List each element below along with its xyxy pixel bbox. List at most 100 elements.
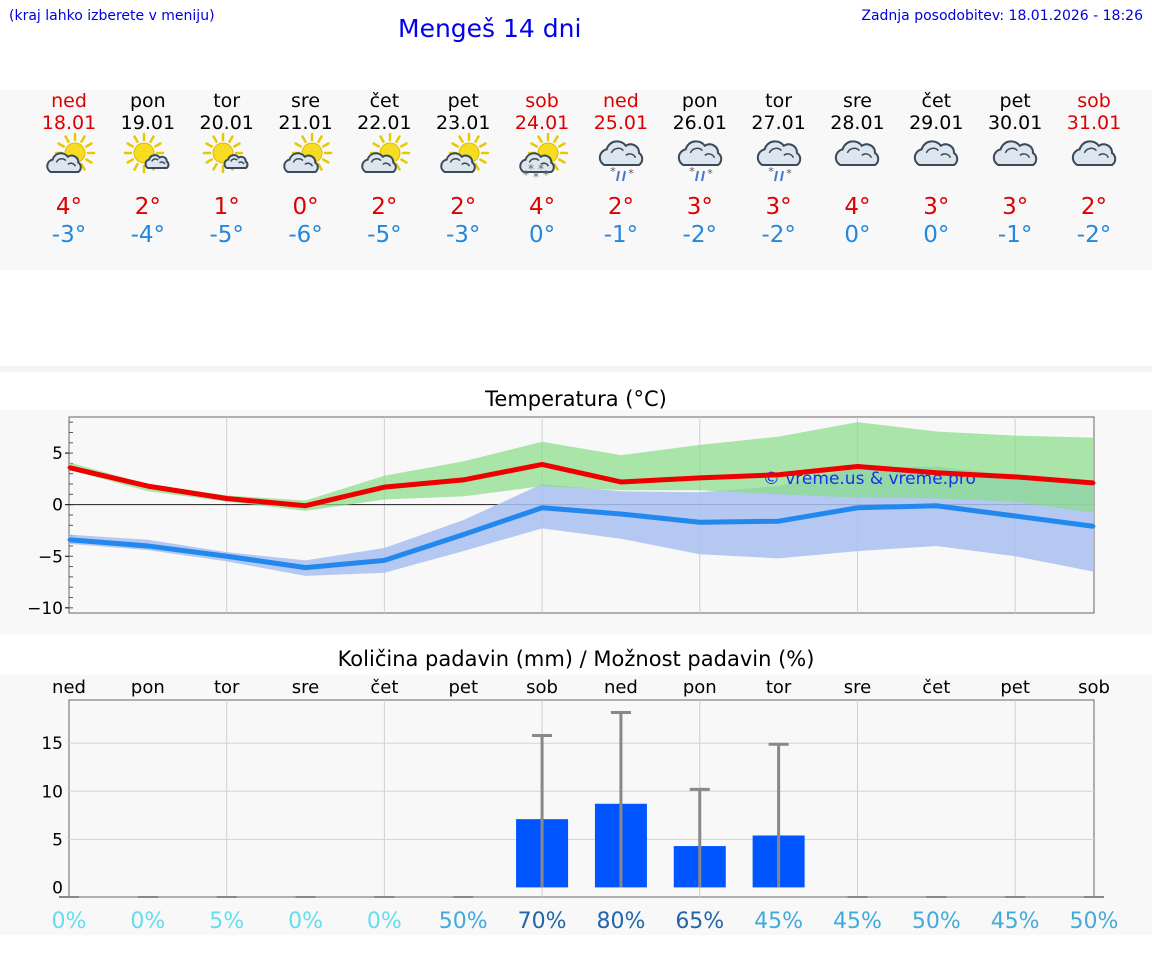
sun-cloud-snow-icon: * * ** * — [519, 132, 569, 184]
day-name: pet — [999, 90, 1031, 112]
precipitation-probability: 65% — [675, 909, 724, 934]
sun-ray — [451, 142, 460, 148]
temperature-chart-title: Temperatura (°C) — [485, 387, 667, 411]
cloud-line — [150, 158, 159, 162]
max-temperature-point — [225, 496, 229, 500]
precipitation-chart-title: Količina padavin (mm) / Možnost padavin … — [337, 647, 815, 671]
sun-ray — [321, 158, 330, 164]
snowflake-glyph: * — [610, 165, 616, 178]
cloud-line — [55, 158, 67, 163]
max-temperature-point — [146, 484, 150, 488]
min-temperature-point — [1092, 524, 1096, 528]
sun-ray — [211, 163, 218, 171]
snowflake-glyph: * — [707, 167, 713, 180]
max-temperature-point — [304, 504, 308, 508]
max-temperature: 4° — [844, 194, 871, 220]
sun-ray — [395, 135, 402, 143]
day-name: tor — [213, 90, 241, 112]
sun-ray — [64, 135, 70, 143]
cloud-sleet-icon: * * — [756, 140, 801, 182]
rain-drop — [700, 170, 705, 182]
sun-ray — [558, 158, 566, 164]
sun-ray — [204, 142, 213, 148]
day-date: 27.01 — [751, 112, 806, 134]
sun-ray — [474, 135, 480, 143]
precipitation-chart: ned pon tor sre čet pet sob ned pon tor sre čet pet s… — [41, 677, 1118, 934]
day-label: sre — [844, 677, 871, 698]
snowflake-glyph: * — [689, 165, 695, 178]
cloud-line — [540, 162, 550, 167]
sun-ray — [553, 163, 559, 171]
min-temperature: 0° — [528, 222, 556, 248]
min-temperature-line — [68, 503, 1095, 571]
min-temperature: -6° — [288, 222, 323, 248]
cloud-shape — [914, 140, 959, 166]
max-temperature: 0° — [292, 194, 319, 220]
precipitation-probability: 45% — [991, 909, 1040, 934]
day-label: čet — [370, 677, 398, 698]
max-temperature-point — [698, 476, 702, 480]
cloud-shape — [992, 140, 1038, 166]
snowflake-glyph: * — [768, 165, 774, 178]
min-temperature-point — [304, 566, 308, 570]
precipitation-probability: 45% — [754, 909, 803, 934]
sun-ray — [395, 163, 402, 171]
rain-drop — [773, 170, 778, 182]
day-column: pet 30.01 3° -1° — [975, 90, 1055, 249]
snowflake-glyph: * — [523, 168, 529, 182]
day-label: tor — [766, 677, 792, 698]
min-temperature: -5° — [209, 222, 244, 248]
min-temperature-point — [1013, 514, 1017, 518]
day-date: 25.01 — [593, 112, 649, 134]
day-name: čet — [921, 90, 952, 112]
rain-drop — [621, 170, 626, 182]
day-column: pon 26.01 * * 3° -2° — [660, 90, 740, 249]
min-temperature-point — [461, 533, 465, 537]
cloud-icon — [1071, 140, 1117, 166]
cloud-line — [1083, 147, 1097, 154]
day-column: čet 22.01 2° -5° — [344, 90, 424, 249]
cloud-shape — [756, 140, 801, 166]
max-temperature: 4° — [528, 194, 556, 220]
sun-ray — [530, 142, 539, 148]
cloud-line — [229, 158, 238, 162]
min-temperature: -1° — [997, 222, 1033, 248]
cloud-line — [382, 162, 392, 167]
cloud-line — [1004, 147, 1019, 154]
sun-ray — [153, 142, 162, 148]
cloud-sleet-icon: * * — [598, 140, 644, 182]
min-temperature-point — [619, 512, 623, 516]
sun-ray — [85, 158, 93, 164]
sun-ray — [126, 142, 134, 148]
day-column: čet 29.01 3° 0° — [896, 90, 976, 249]
sun-cloud-icon — [282, 132, 332, 174]
sun-cloud-icon — [46, 132, 96, 174]
cloud-icon — [992, 140, 1038, 166]
max-temperature: 4° — [55, 194, 83, 220]
max-temperature-point — [540, 462, 544, 466]
cloud-sleet-icon: * * — [677, 140, 722, 182]
sun-ray — [300, 135, 307, 143]
max-temperature: 1° — [213, 194, 240, 220]
precipitation-probability: 50% — [912, 909, 961, 934]
cloud-icon — [835, 140, 880, 166]
cloud-line — [371, 158, 382, 163]
sun-small-cloud-icon — [202, 132, 249, 174]
max-temperature: 3° — [765, 194, 792, 220]
y-tick-label: 10 — [41, 782, 63, 802]
day-date: 28.01 — [830, 112, 885, 134]
precipitation-probability: 0% — [288, 909, 323, 934]
y-tick-label: 15 — [41, 734, 63, 754]
day-date: 20.01 — [199, 112, 254, 134]
min-temperature-point — [382, 558, 386, 562]
cloud-shape — [1071, 140, 1117, 166]
day-label: ned — [52, 677, 86, 698]
min-temperature: 0° — [844, 222, 871, 248]
min-temperature: -2° — [1076, 222, 1112, 248]
sun-ray — [316, 163, 323, 171]
sun-ray — [458, 135, 464, 143]
day-date: 19.01 — [120, 112, 176, 134]
day-column: pon 19.01 2° -4° — [108, 90, 188, 249]
y-tick-label: 0 — [52, 878, 63, 898]
rain-drop — [694, 170, 699, 182]
